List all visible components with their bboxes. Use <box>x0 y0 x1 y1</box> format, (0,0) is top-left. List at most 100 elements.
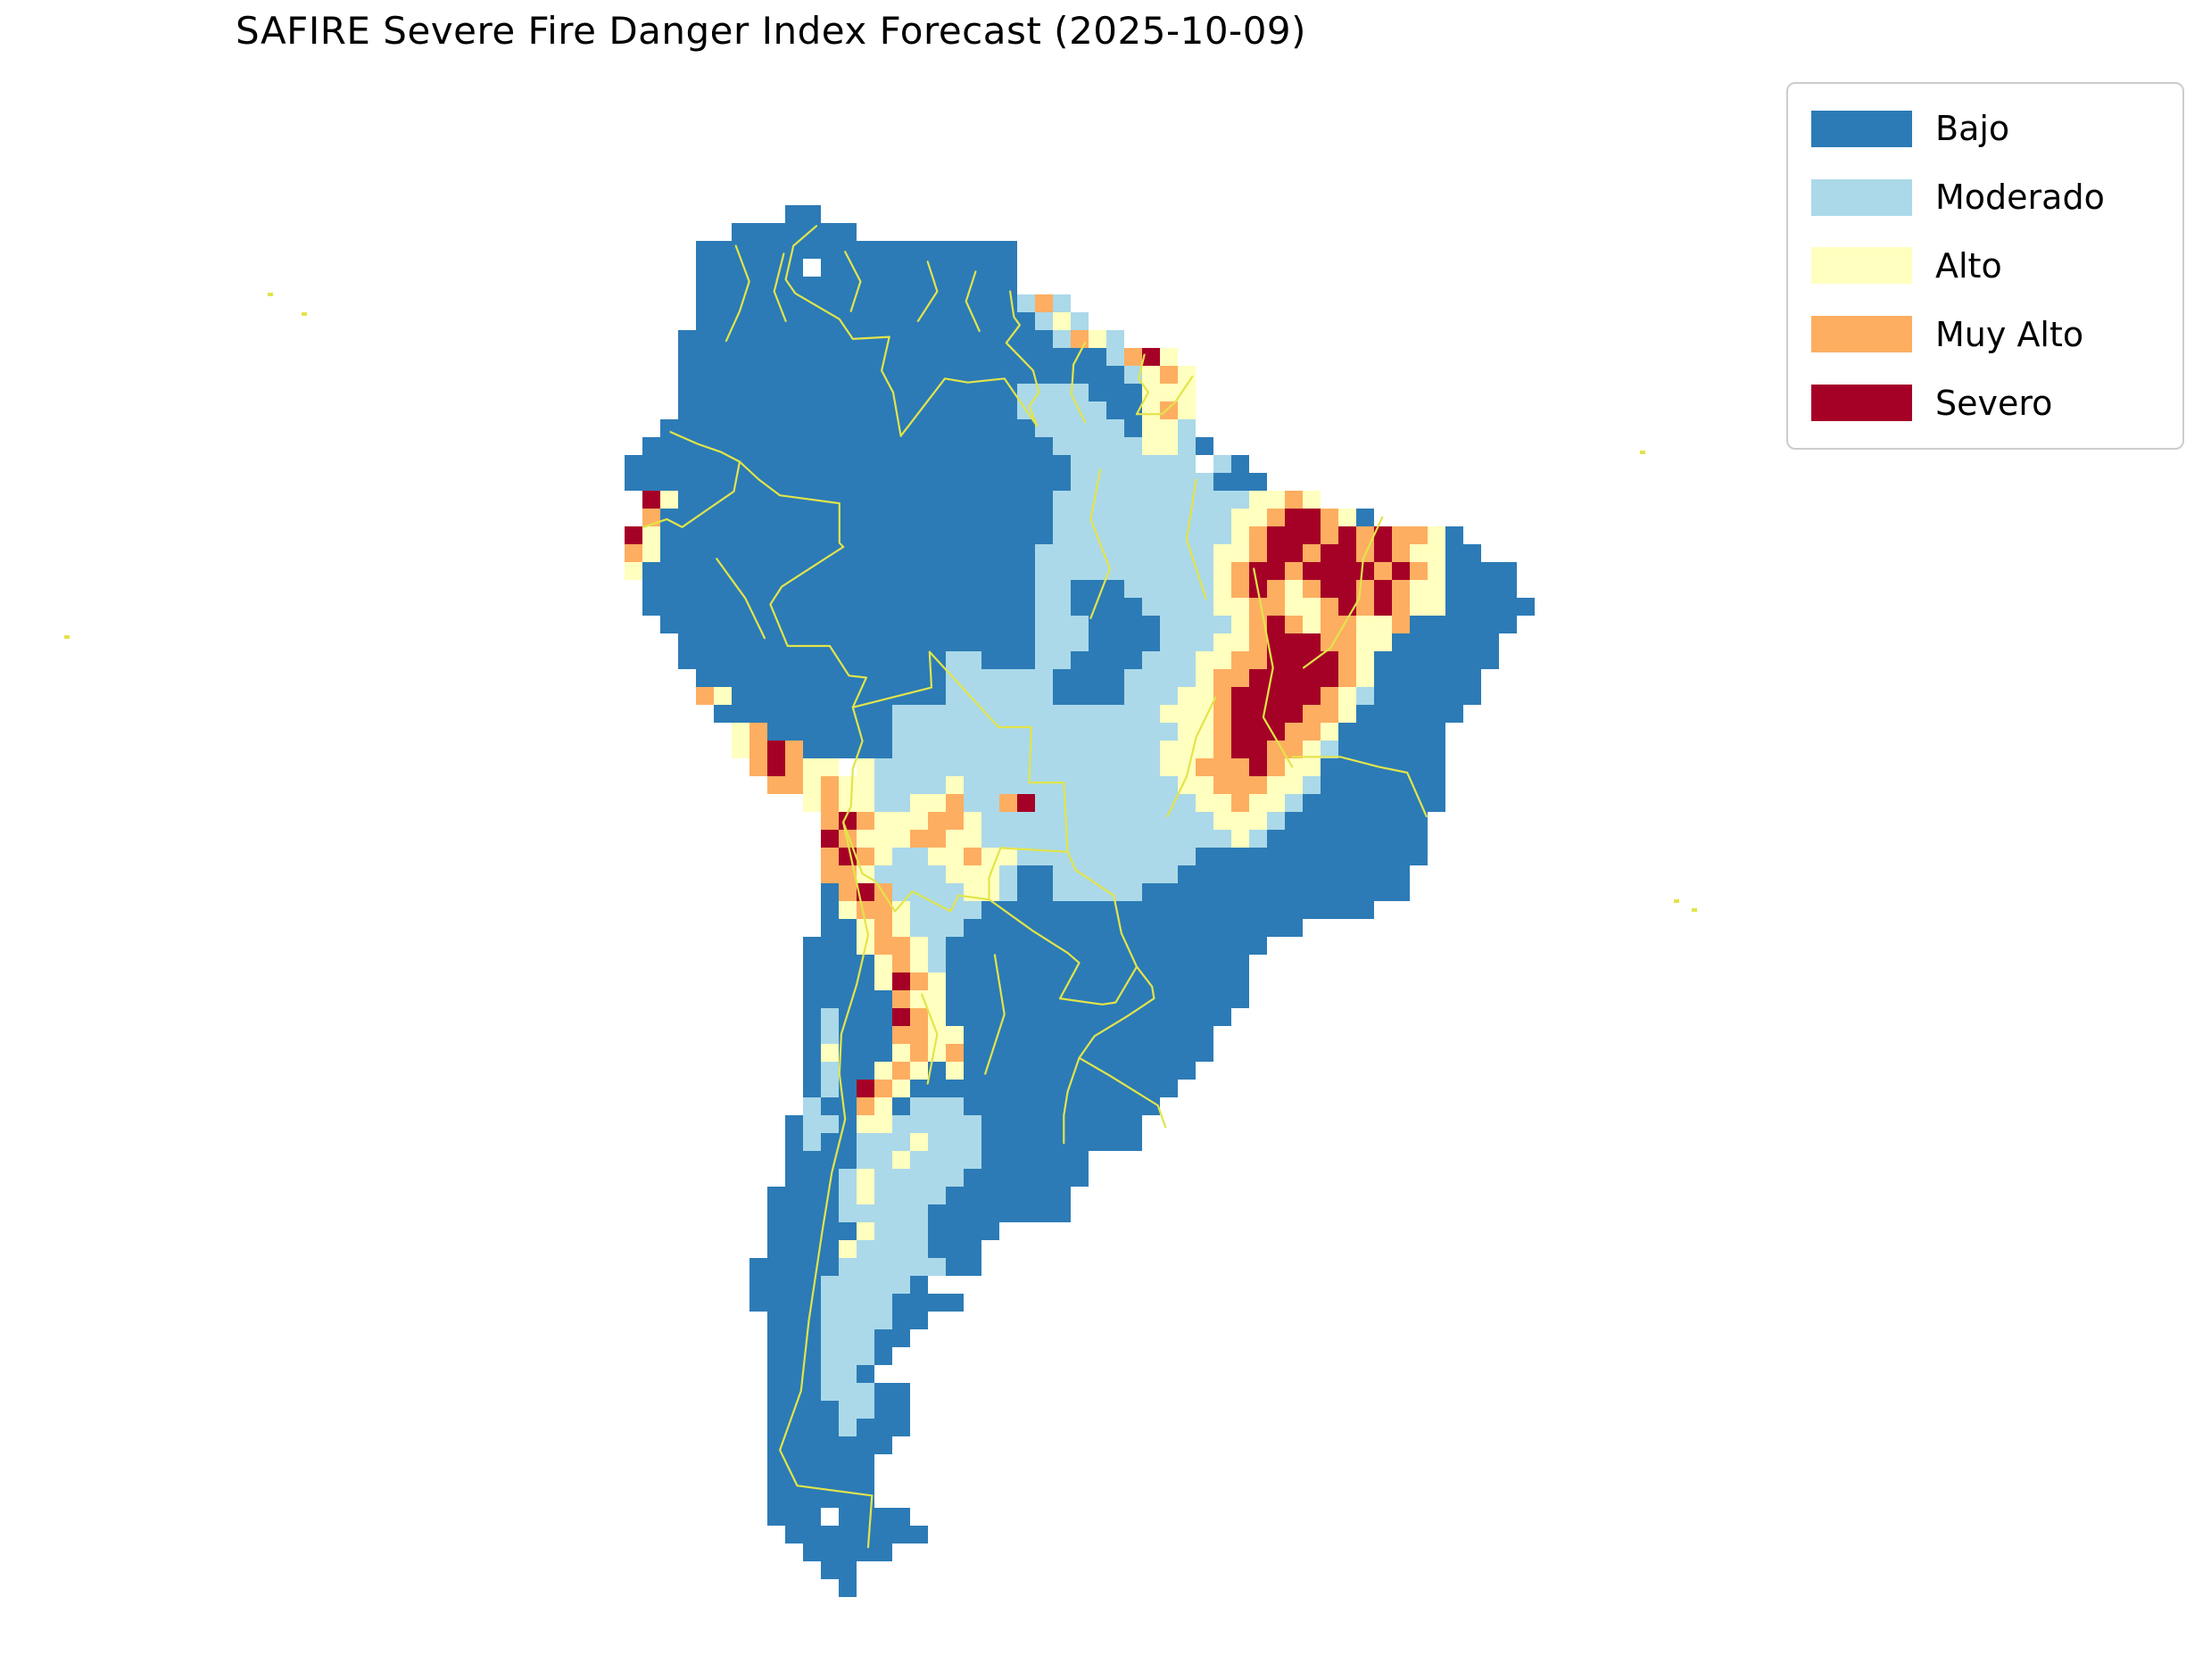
map-cell-muy-alto <box>1249 526 1267 544</box>
map-cell-alto <box>857 758 874 776</box>
admin-boundary <box>1005 290 1040 427</box>
map-cell-bajo <box>803 990 821 1008</box>
map-cell-moderado <box>1178 562 1196 580</box>
map-cell-bajo <box>1089 1115 1106 1133</box>
map-cell-alto <box>928 794 946 812</box>
map-cell-bajo <box>821 1222 839 1240</box>
map-cell-bajo <box>839 598 857 616</box>
map-cell-bajo <box>1053 1044 1071 1062</box>
map-cell-bajo <box>964 419 981 437</box>
map-cell-bajo <box>749 401 767 419</box>
map-cell-alto <box>946 1062 964 1080</box>
map-cell-bajo <box>821 741 839 758</box>
map-cell-alto <box>1249 794 1267 812</box>
map-cell-bajo <box>803 509 821 526</box>
map-cell-moderado <box>1053 723 1071 741</box>
map-cell-alto <box>1338 509 1356 526</box>
map-cell-bajo <box>1499 598 1517 616</box>
map-cell-moderado <box>1142 741 1160 758</box>
map-cell-bajo <box>767 384 785 401</box>
map-cell-bajo <box>892 277 910 294</box>
map-cell-alto <box>1231 598 1249 616</box>
map-cell-bajo <box>1035 883 1053 901</box>
map-cell-bajo <box>821 330 839 348</box>
map-cell-bajo <box>803 1187 821 1204</box>
map-cell-bajo <box>1213 865 1231 883</box>
map-cell-moderado <box>1071 865 1089 883</box>
map-cell-bajo <box>892 491 910 509</box>
map-cell-moderado <box>1124 669 1142 687</box>
map-cell-bajo <box>910 491 928 509</box>
map-cell-bajo <box>892 598 910 616</box>
map-cell-bajo <box>1035 330 1053 348</box>
map-cell-bajo <box>910 259 928 277</box>
map-cell-bajo <box>1499 580 1517 598</box>
map-cell-moderado <box>1106 794 1124 812</box>
legend-item: Severo <box>1811 384 2159 423</box>
map-cell-muy-alto <box>892 937 910 955</box>
map-cell-moderado <box>874 1204 892 1222</box>
map-cell-bajo <box>910 455 928 473</box>
map-cell-bajo <box>625 473 642 491</box>
map-cell-bajo <box>696 526 714 544</box>
map-cell-moderado <box>981 741 999 758</box>
map-cell-bajo <box>1285 919 1303 937</box>
map-cell-bajo <box>964 919 981 937</box>
map-cell-bajo <box>1035 955 1053 972</box>
map-cell-bajo <box>1124 919 1142 937</box>
map-cell-bajo <box>1356 509 1374 526</box>
map-cell-moderado <box>857 1204 874 1222</box>
map-cell-moderado <box>1053 526 1071 544</box>
map-cell-bajo <box>874 1436 892 1454</box>
map-cell-muy-alto <box>1213 758 1231 776</box>
map-cell-severo <box>1321 544 1338 562</box>
map-cell-bajo <box>749 312 767 330</box>
map-cell-moderado <box>946 687 964 705</box>
map-cell-bajo <box>981 1169 999 1187</box>
map-cell-moderado <box>839 1187 857 1204</box>
map-cell-bajo <box>892 616 910 633</box>
map-cell-bajo <box>892 562 910 580</box>
map-cell-bajo <box>803 1365 821 1383</box>
map-cell-bajo <box>803 1062 821 1080</box>
map-cell-moderado <box>821 1365 839 1383</box>
map-cell-moderado <box>1089 848 1106 865</box>
map-cell-moderado <box>1124 366 1142 384</box>
map-cell-bajo <box>1481 651 1499 669</box>
map-cell-moderado <box>857 1294 874 1312</box>
map-cell-bajo <box>857 1543 874 1561</box>
map-cell-bajo <box>999 366 1017 384</box>
map-cell-bajo <box>1445 616 1463 633</box>
map-cell-bajo <box>946 526 964 544</box>
map-cell-alto <box>1428 544 1445 562</box>
map-cell-bajo <box>821 955 839 972</box>
map-cell-muy-alto <box>821 848 839 865</box>
map-cell-bajo <box>1142 616 1160 633</box>
map-cell-moderado <box>857 1383 874 1401</box>
map-cell-bajo <box>928 419 946 437</box>
map-cell-severo <box>1392 562 1410 580</box>
map-cell-moderado <box>999 669 1017 687</box>
map-cell-bajo <box>785 1276 803 1294</box>
map-cell-bajo <box>1160 1080 1178 1097</box>
map-cell-moderado <box>1178 651 1196 669</box>
map-cell-alto <box>1178 723 1196 741</box>
map-cell-moderado <box>1142 705 1160 723</box>
admin-boundary <box>642 460 741 528</box>
map-cell-muy-alto <box>1231 562 1249 580</box>
map-cell-bajo <box>696 294 714 312</box>
map-cell-moderado <box>1160 633 1178 651</box>
map-cell-moderado <box>1089 509 1106 526</box>
map-cell-moderado <box>1053 865 1071 883</box>
map-cell-bajo <box>821 384 839 401</box>
map-cell-moderado <box>964 705 981 723</box>
map-cell-bajo <box>1017 312 1035 330</box>
map-cell-muy-alto <box>696 687 714 705</box>
map-cell-moderado <box>910 1187 928 1204</box>
map-cell-bajo <box>946 401 964 419</box>
map-cell-bajo <box>767 651 785 669</box>
map-cell-bajo <box>1106 1080 1124 1097</box>
map-cell-muy-alto <box>1303 544 1321 562</box>
map-cell-bajo <box>821 580 839 598</box>
map-cell-bajo <box>696 669 714 687</box>
